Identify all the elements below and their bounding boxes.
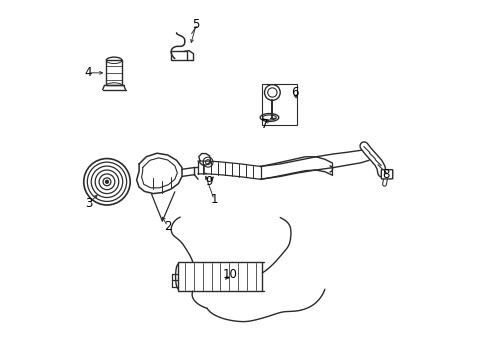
Bar bbox=[261, 84, 297, 125]
Text: 6: 6 bbox=[290, 86, 298, 99]
Circle shape bbox=[105, 180, 108, 183]
Text: 7: 7 bbox=[260, 118, 268, 131]
Text: 4: 4 bbox=[84, 66, 92, 79]
Bar bbox=[178, 262, 262, 291]
Text: 9: 9 bbox=[204, 175, 212, 188]
FancyBboxPatch shape bbox=[381, 170, 392, 179]
Text: 8: 8 bbox=[381, 168, 388, 181]
Text: 10: 10 bbox=[223, 268, 237, 281]
Text: 3: 3 bbox=[85, 197, 93, 210]
Bar bbox=[106, 60, 122, 85]
Text: 1: 1 bbox=[210, 193, 218, 206]
Text: 2: 2 bbox=[163, 220, 171, 233]
Text: 5: 5 bbox=[192, 18, 200, 31]
Bar bbox=[171, 51, 187, 60]
